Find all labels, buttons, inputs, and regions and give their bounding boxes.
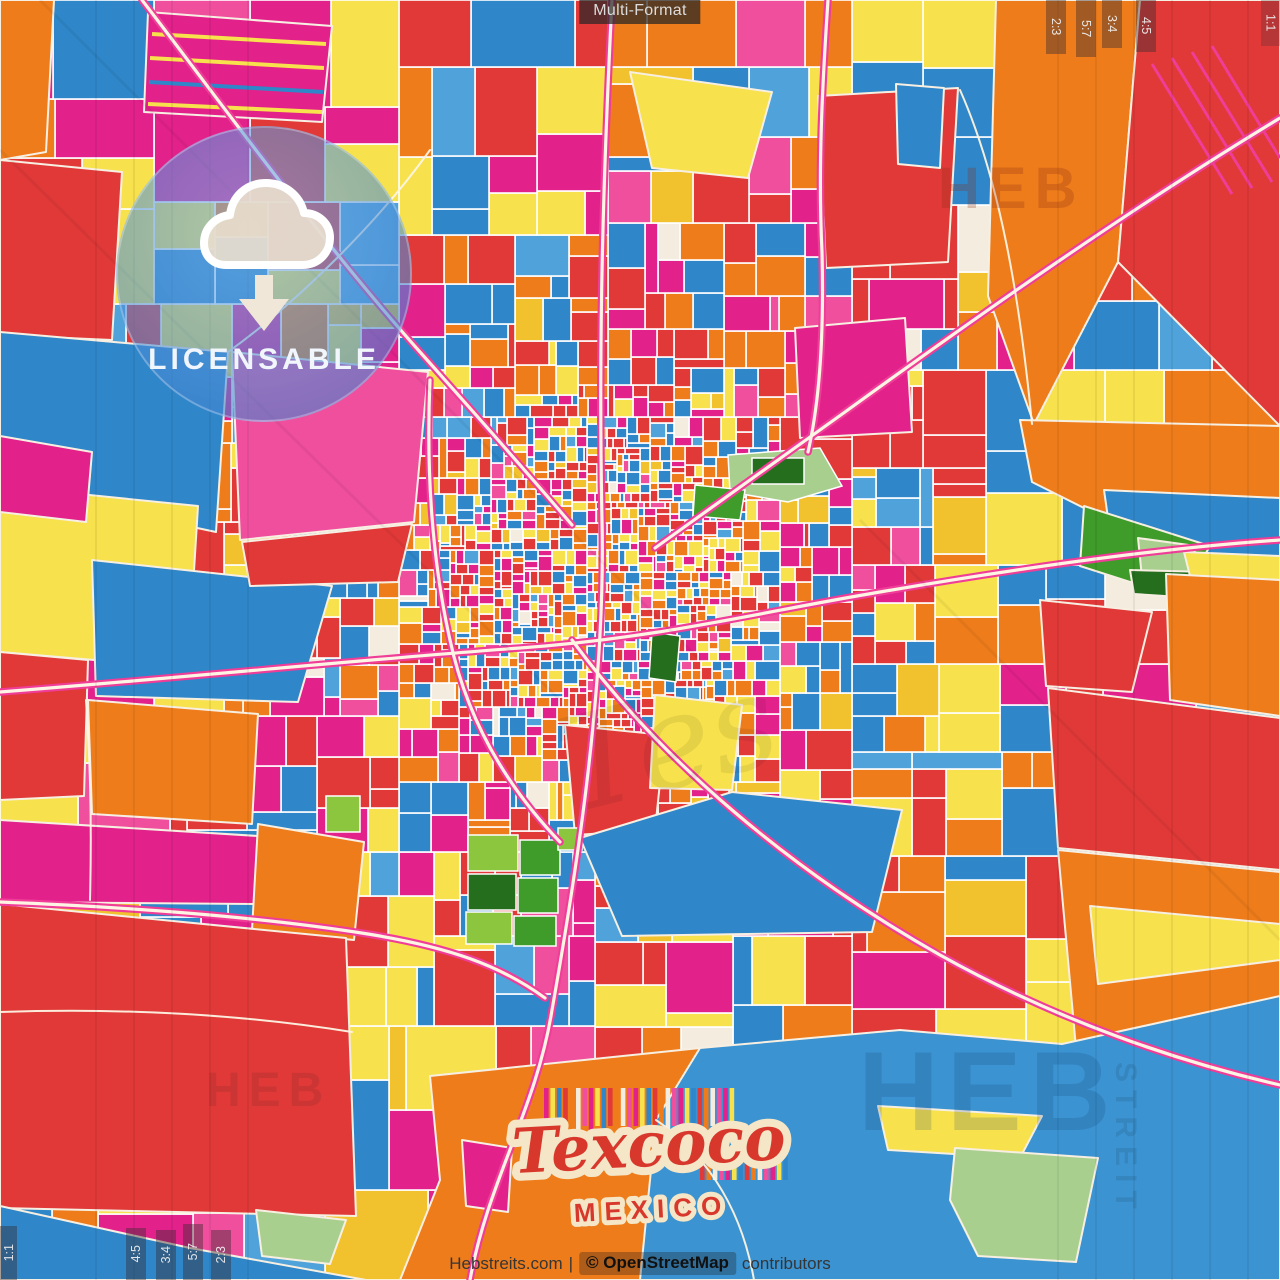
watermark-streit-vertical: STREIT (1109, 1062, 1142, 1217)
crop-mark-top-2-3: 2:3 (1046, 0, 1066, 54)
licensable-label: LICENSABLE (148, 343, 380, 376)
format-label: Multi-Format (579, 0, 701, 24)
crop-mark-top-5-7: 5:7 (1076, 0, 1096, 57)
watermark-heb-top: HEB (938, 156, 1084, 221)
crop-mark-label: 2:3 (1049, 18, 1063, 36)
park-areas (325, 447, 844, 947)
watermark-heb-left: HEB (206, 1064, 331, 1117)
crop-mark-label: 4:5 (1139, 17, 1153, 35)
crop-mark-label: 1:1 (1, 1244, 16, 1262)
crop-mark-top-3-4: 3:4 (1102, 0, 1122, 48)
watermark-heb-bottom: HEB (858, 1029, 1118, 1154)
crop-mark-label: 5:7 (186, 1243, 200, 1261)
footer-attribution: Hebstreits.com | © OpenStreetMap contrib… (449, 1252, 831, 1275)
licensable-badge[interactable]: LICENSABLE (116, 126, 412, 422)
crop-mark-top-1-1: 1:1 (1261, 0, 1280, 46)
crop-mark-top-4-5: 4:5 (1136, 0, 1156, 52)
crop-mark-label: 4:5 (129, 1245, 143, 1263)
crop-mark-bottom-1-1: 1:1 (0, 1226, 17, 1280)
crop-mark-label: 1:1 (1263, 14, 1278, 32)
crop-mark-label: 2:3 (214, 1246, 228, 1264)
place-stamp-name: Texcoco (510, 1101, 787, 1188)
footer-osm: © OpenStreetMap (579, 1252, 736, 1275)
crop-mark-label: 3:4 (1105, 15, 1119, 33)
crop-mark-bottom-3-4: 3:4 (156, 1230, 176, 1280)
cloud-download-icon (200, 179, 334, 331)
stripe-accents (143, 11, 1280, 195)
footer-separator: | (568, 1253, 574, 1273)
crop-mark-label: 3:4 (159, 1246, 173, 1264)
place-stamp: Texcoco MEXICO (502, 1093, 795, 1233)
footer-contributors: contributors (741, 1253, 831, 1273)
place-stamp-country: MEXICO (573, 1190, 731, 1228)
crop-mark-bottom-2-3: 2:3 (211, 1230, 231, 1280)
footer-site: Hebstreits.com (449, 1253, 563, 1273)
crop-mark-bottom-5-7: 5:7 (183, 1224, 203, 1280)
small-blocks (544, 1088, 788, 1180)
crop-mark-bottom-4-5: 4:5 (126, 1228, 146, 1280)
crop-mark-label: 5:7 (1079, 19, 1093, 38)
